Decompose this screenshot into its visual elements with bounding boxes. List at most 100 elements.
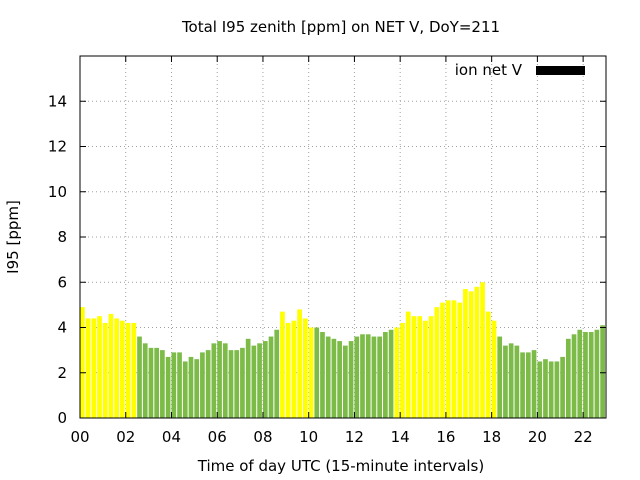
x-tick-label: 12: [345, 428, 364, 446]
y-tick-label: 8: [57, 228, 67, 246]
bar: [245, 338, 251, 418]
bar: [120, 320, 125, 418]
bar: [485, 311, 491, 418]
bar: [480, 282, 485, 418]
bar: [417, 316, 423, 418]
bar: [331, 338, 337, 418]
bar: [314, 327, 320, 418]
x-tick-label: 16: [436, 428, 455, 446]
bar: [440, 302, 445, 418]
bar: [474, 286, 480, 418]
bar: [445, 300, 451, 418]
bar: [194, 359, 200, 418]
bar: [388, 329, 394, 418]
bar: [577, 329, 583, 418]
bar: [394, 327, 400, 418]
bar: [434, 307, 440, 418]
y-tick-label: 14: [48, 92, 67, 110]
bar: [497, 336, 503, 418]
bar: [463, 289, 468, 418]
bar: [503, 345, 508, 418]
bar: [571, 334, 577, 418]
bar: [200, 352, 205, 418]
grid: [80, 56, 606, 418]
bar: [108, 313, 114, 418]
bar: [428, 316, 434, 418]
bar: [423, 320, 428, 418]
bar: [308, 327, 314, 418]
x-tick-label: 20: [528, 428, 547, 446]
bar: [297, 309, 302, 418]
x-tick-label: 10: [299, 428, 318, 446]
bar: [383, 332, 388, 418]
bar: [531, 350, 537, 418]
bar: [371, 336, 377, 418]
bar: [80, 307, 85, 418]
x-tick-label: 06: [208, 428, 227, 446]
bar: [554, 361, 560, 418]
bar: [102, 322, 108, 418]
bar: [188, 356, 194, 418]
bar: [91, 318, 97, 418]
bar: [525, 352, 531, 418]
x-tick-label: 22: [574, 428, 593, 446]
bar: [268, 336, 274, 418]
bar: [360, 334, 365, 418]
bar: [451, 300, 457, 418]
bar: [600, 325, 605, 418]
bar: [377, 336, 382, 418]
x-tick-label: 18: [482, 428, 501, 446]
y-tick-label: 12: [48, 138, 67, 156]
x-tick-label: 14: [391, 428, 410, 446]
bar: [240, 347, 245, 418]
bar: [405, 311, 411, 418]
bar: [205, 350, 211, 418]
bar: [137, 336, 142, 418]
x-tick-label: 08: [253, 428, 272, 446]
bar: [217, 341, 222, 418]
bar: [354, 336, 360, 418]
bar: [222, 343, 228, 418]
bar: [491, 320, 497, 418]
bar: [337, 341, 342, 418]
bar: [171, 352, 177, 418]
bar: [400, 322, 405, 418]
bar: [251, 345, 257, 418]
bar: [211, 343, 217, 418]
bar: [177, 352, 182, 418]
bar: [114, 318, 119, 418]
bar: [588, 332, 594, 418]
y-tick-label: 2: [57, 364, 67, 382]
bar: [565, 338, 571, 418]
bar: [560, 356, 565, 418]
y-tick-label: 0: [57, 409, 67, 427]
bar: [537, 361, 543, 418]
bar: [594, 329, 600, 418]
bar: [154, 347, 160, 418]
bar: [285, 322, 291, 418]
bar: [291, 320, 297, 418]
bar: [257, 343, 262, 418]
y-tick-label: 10: [48, 183, 67, 201]
y-tick-label: 6: [57, 273, 67, 291]
bar: [262, 341, 268, 418]
bar: [325, 336, 331, 418]
x-tick-label: 04: [162, 428, 181, 446]
bar: [320, 332, 325, 418]
bar: [228, 350, 234, 418]
bar: [348, 341, 354, 418]
bar: [280, 311, 285, 418]
x-axis-label: Time of day UTC (15-minute intervals): [197, 457, 484, 475]
legend: ion net V: [455, 61, 585, 79]
chart-title: Total I95 zenith [ppm] on NET V, DoY=211: [181, 18, 500, 36]
bar: [411, 316, 417, 418]
y-tick-label: 4: [57, 319, 67, 337]
x-tick-label: 02: [116, 428, 135, 446]
bar: [165, 356, 171, 418]
bar: [148, 347, 154, 418]
bar: [182, 361, 188, 418]
bar: [548, 361, 554, 418]
bar: [508, 343, 514, 418]
bar: [97, 316, 102, 418]
